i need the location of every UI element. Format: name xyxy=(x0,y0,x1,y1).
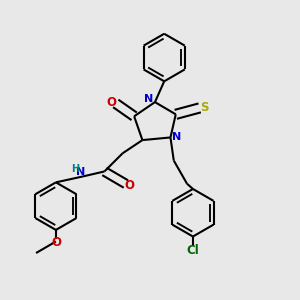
Text: O: O xyxy=(51,236,61,249)
Text: N: N xyxy=(172,132,181,142)
Text: H: H xyxy=(70,164,79,174)
Text: N: N xyxy=(76,167,85,178)
Text: O: O xyxy=(107,96,117,109)
Text: O: O xyxy=(125,179,135,192)
Text: N: N xyxy=(144,94,154,104)
Text: Cl: Cl xyxy=(187,244,199,257)
Text: S: S xyxy=(200,101,208,114)
